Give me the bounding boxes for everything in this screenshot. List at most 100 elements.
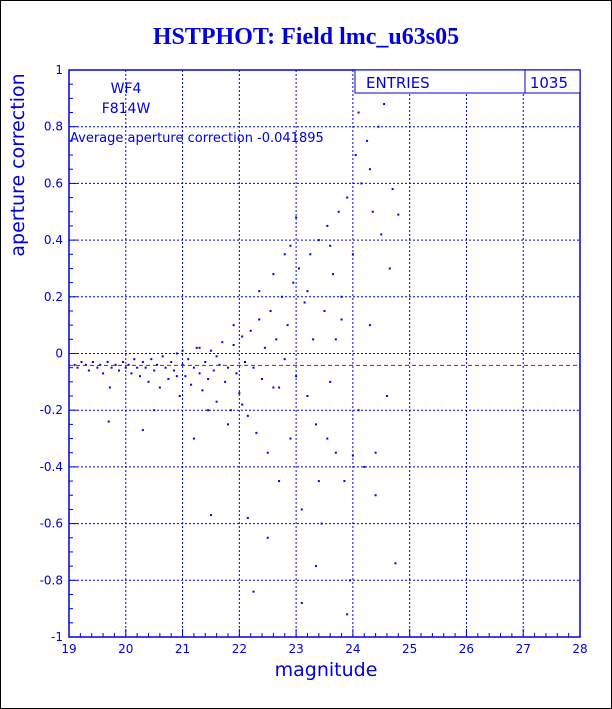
data-point <box>76 366 79 369</box>
data-point <box>215 400 218 403</box>
data-point <box>190 383 193 386</box>
data-point <box>218 363 221 366</box>
data-point <box>337 210 340 213</box>
data-point <box>354 154 357 157</box>
data-point <box>124 366 127 369</box>
data-point <box>209 514 212 517</box>
data-point <box>201 389 204 392</box>
data-point <box>269 309 272 312</box>
data-point <box>289 244 292 247</box>
data-point <box>326 437 329 440</box>
data-point <box>226 423 229 426</box>
data-point <box>204 361 207 364</box>
data-point <box>224 380 227 383</box>
data-point <box>235 372 238 375</box>
data-point <box>329 380 332 383</box>
data-point <box>297 267 300 270</box>
average-text: Average aperture correction -0.041895 <box>70 131 324 146</box>
data-point <box>108 386 111 389</box>
data-point <box>394 562 397 565</box>
y-tick-label: 0.4 <box>44 233 63 247</box>
data-point <box>314 423 317 426</box>
data-point <box>244 361 247 364</box>
data-point <box>320 522 323 525</box>
data-point <box>349 579 352 582</box>
stats-label: ENTRIES <box>366 74 430 92</box>
data-point <box>317 239 320 242</box>
data-point <box>192 366 195 369</box>
x-tick-label: 24 <box>345 642 360 656</box>
data-point <box>295 375 298 378</box>
data-point <box>99 363 102 366</box>
chart-title: HSTPHOT: Field lmc_u63s05 <box>152 24 460 50</box>
data-point <box>110 366 113 369</box>
y-tick-label: 0 <box>55 347 63 361</box>
data-point <box>229 409 232 412</box>
data-point <box>141 429 144 432</box>
data-point <box>377 125 380 128</box>
data-point <box>351 454 354 457</box>
data-point <box>368 324 371 327</box>
data-point <box>317 480 320 483</box>
y-tick-label: -1 <box>51 630 63 644</box>
data-point <box>181 363 184 366</box>
data-point <box>309 253 312 256</box>
data-point <box>127 363 130 366</box>
data-point <box>255 431 258 434</box>
data-point <box>383 103 386 106</box>
data-point <box>306 395 309 398</box>
data-point <box>141 361 144 364</box>
data-point <box>300 508 303 511</box>
data-point <box>150 358 153 361</box>
data-point <box>121 361 124 364</box>
data-point <box>303 301 306 304</box>
data-point <box>272 386 275 389</box>
data-point <box>289 437 292 440</box>
data-point <box>232 324 235 327</box>
data-point <box>332 273 335 276</box>
data-point <box>207 409 210 412</box>
data-point <box>91 361 94 364</box>
data-point <box>360 182 363 185</box>
data-point <box>212 369 215 372</box>
data-point <box>96 366 99 369</box>
data-point <box>175 375 178 378</box>
data-point <box>241 403 244 406</box>
x-tick-label: 20 <box>118 642 133 656</box>
data-point <box>215 355 218 358</box>
filter-label: F814W <box>102 101 151 117</box>
camera-label: WF4 <box>111 81 142 97</box>
data-point <box>366 139 369 142</box>
data-point <box>263 346 266 349</box>
data-point <box>351 253 354 256</box>
data-point <box>209 349 212 352</box>
data-point <box>363 465 366 468</box>
data-point <box>312 338 315 341</box>
data-point <box>286 324 289 327</box>
data-point <box>371 210 374 213</box>
data-point <box>252 590 255 593</box>
data-point <box>144 366 147 369</box>
data-point <box>161 355 164 358</box>
y-axis-label: aperture correction <box>7 73 29 256</box>
data-point <box>246 516 249 519</box>
data-point <box>261 378 264 381</box>
data-point <box>184 375 187 378</box>
data-point <box>397 213 400 216</box>
data-point <box>147 380 150 383</box>
data-point <box>368 168 371 171</box>
data-point <box>130 372 133 375</box>
data-point <box>278 480 281 483</box>
data-point <box>326 224 329 227</box>
data-point <box>357 111 360 114</box>
data-point <box>266 536 269 539</box>
y-tick-label: -0.6 <box>40 517 63 531</box>
data-point <box>295 216 298 219</box>
data-point <box>374 494 377 497</box>
data-point <box>280 295 283 298</box>
data-point <box>198 346 201 349</box>
data-point <box>158 386 161 389</box>
data-point <box>238 392 241 395</box>
